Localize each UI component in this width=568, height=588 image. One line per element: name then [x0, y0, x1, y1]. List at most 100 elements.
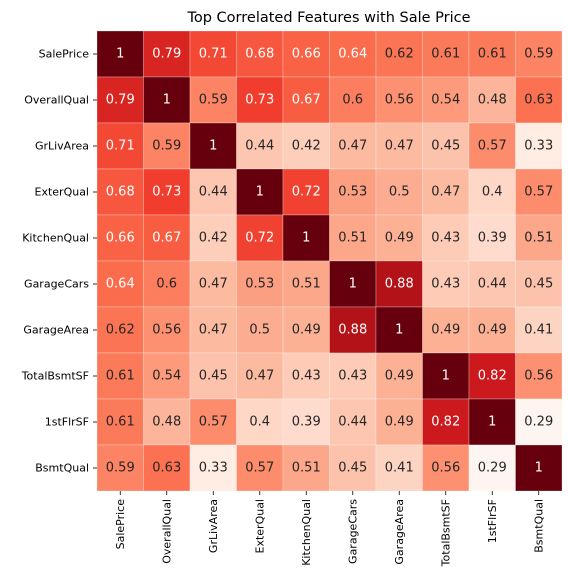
cell-annotation: 0.57	[245, 461, 274, 476]
y-tick-label: GarageCars	[24, 278, 89, 291]
cell-annotation: 0.59	[524, 47, 553, 62]
heatmap-cell	[515, 214, 563, 262]
cell-annotation: 0.29	[478, 461, 507, 476]
y-tick-label: TotalBsmtSF	[21, 370, 89, 383]
heatmap-cell	[515, 352, 563, 400]
heatmap-cell	[329, 352, 377, 400]
cell-annotation: 0.67	[152, 231, 181, 246]
heatmap-cell	[236, 76, 284, 124]
cell-annotation: 0.47	[385, 139, 414, 154]
x-tick-label: KitchenQual	[300, 499, 313, 566]
y-tick-label: GrLivArea	[35, 140, 89, 153]
cell-annotation: 0.43	[292, 369, 321, 384]
cell-annotation: 0.47	[245, 369, 274, 384]
y-tick-label: GarageArea	[23, 324, 89, 337]
x-axis-ticks: SalePrice OverallQual GrLivArea ExterQual Ki…	[114, 491, 545, 567]
cell-annotation: 0.82	[431, 415, 460, 430]
heatmap-cell	[282, 214, 330, 262]
cell-annotation: 1	[256, 185, 264, 200]
cell-annotation: 1	[395, 323, 403, 338]
heatmap-cells	[96, 30, 563, 492]
heatmap-cell	[329, 30, 377, 78]
cell-annotation: 0.49	[385, 415, 414, 430]
heatmap-cell	[189, 76, 237, 124]
cell-annotation: 0.43	[338, 369, 367, 384]
cell-annotation: 0.62	[106, 323, 135, 338]
heatmap-cell	[515, 76, 563, 124]
cell-annotation: 0.49	[385, 369, 414, 384]
cell-annotation: 0.51	[292, 461, 321, 476]
cell-annotation: 0.71	[106, 139, 135, 154]
cell-annotation: 0.79	[152, 47, 181, 62]
y-tick-label: ExterQual	[35, 186, 90, 199]
cell-annotation: 0.56	[152, 323, 181, 338]
heatmap-cell	[282, 352, 330, 400]
cell-annotation: 0.42	[292, 139, 321, 154]
cell-annotation: 0.51	[338, 231, 367, 246]
cell-annotation: 0.49	[478, 323, 507, 338]
cell-annotation: 0.47	[199, 277, 228, 292]
heatmap-cell	[282, 122, 330, 170]
heatmap-cell	[189, 214, 237, 262]
y-tick-label: 1stFlrSF	[45, 416, 89, 429]
heatmap-cell	[468, 168, 516, 216]
cell-annotation: 1	[302, 231, 310, 246]
cell-annotation: 0.6	[342, 93, 363, 108]
cell-annotation: 0.51	[292, 277, 321, 292]
heatmap-cell	[236, 352, 284, 400]
heatmap-cell	[515, 168, 563, 216]
cell-annotation: 0.72	[292, 185, 321, 200]
heatmap-cell	[236, 444, 284, 492]
cell-annotation: 0.44	[478, 277, 507, 292]
heatmap-cell	[375, 122, 423, 170]
heatmap-cell	[282, 30, 330, 78]
heatmap-cell	[96, 260, 144, 308]
heatmap-cell	[329, 306, 377, 354]
cell-annotation: 1	[488, 415, 496, 430]
heatmap-cell	[375, 76, 423, 124]
x-tick-label: OverallQual	[160, 499, 173, 564]
heatmap-cell	[143, 398, 191, 446]
cell-annotation: 0.67	[292, 93, 321, 108]
heatmap-cell	[329, 214, 377, 262]
cell-annotation: 0.61	[478, 47, 507, 62]
heatmap-cell	[189, 352, 237, 400]
cell-annotation: 0.61	[106, 369, 135, 384]
cell-annotation: 0.68	[245, 47, 274, 62]
cell-annotation: 0.73	[152, 185, 181, 200]
cell-annotation: 0.57	[199, 415, 228, 430]
cell-annotation: 0.41	[524, 323, 553, 338]
cell-annotation: 0.5	[249, 323, 270, 338]
heatmap-cell	[236, 30, 284, 78]
cell-annotation: 0.41	[385, 461, 414, 476]
heatmap-cell	[143, 214, 191, 262]
y-tick-label: KitchenQual	[22, 232, 89, 245]
cell-annotation: 0.45	[524, 277, 553, 292]
heatmap-cell	[515, 122, 563, 170]
heatmap-cell	[143, 76, 191, 124]
heatmap-cell	[236, 306, 284, 354]
heatmap-cell	[282, 398, 330, 446]
heatmap-cell	[515, 306, 563, 354]
cell-annotation: 0.49	[385, 231, 414, 246]
y-axis-ticks: SalePrice OverallQual GrLivArea ExterQual Ki…	[21, 48, 97, 475]
x-tick-label: 1stFlrSF	[486, 499, 499, 543]
cell-annotation: 0.53	[245, 277, 274, 292]
y-tick-label: BsmtQual	[35, 462, 89, 475]
cell-annotation: 0.64	[338, 47, 367, 62]
heatmap-cell	[282, 260, 330, 308]
cell-annotation: 0.48	[478, 93, 507, 108]
heatmap-cell	[515, 398, 563, 446]
cell-annotation: 0.39	[292, 415, 321, 430]
heatmap-cell	[143, 352, 191, 400]
cell-annotation: 0.44	[338, 415, 367, 430]
heatmap-cell	[375, 352, 423, 400]
cell-annotation: 0.62	[385, 47, 414, 62]
heatmap-cell	[189, 122, 237, 170]
cell-annotation: 0.45	[338, 461, 367, 476]
cell-annotation: 0.45	[199, 369, 228, 384]
cell-annotation: 1	[163, 93, 171, 108]
cell-annotation: 0.33	[524, 139, 553, 154]
heatmap-cell	[468, 306, 516, 354]
x-tick-label: BsmtQual	[532, 499, 545, 553]
